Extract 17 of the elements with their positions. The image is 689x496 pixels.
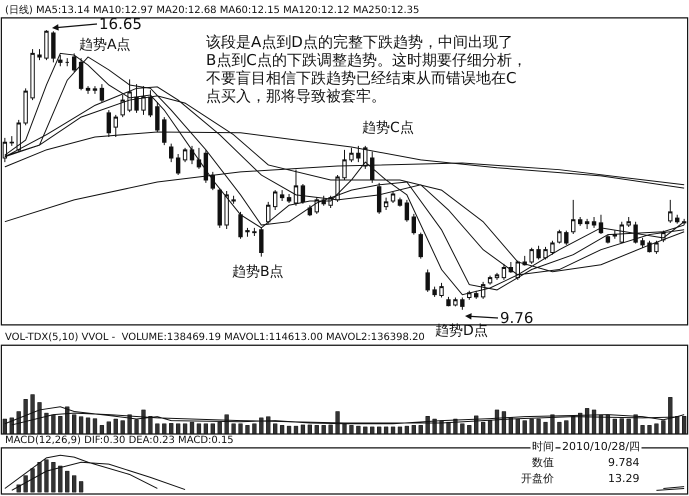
annotation: 不要盲目相信下跌趋势已经结束从而错误地在C	[206, 69, 516, 87]
annotation: 9.784	[608, 456, 640, 469]
annotation: 13.29	[608, 472, 640, 485]
annotation: 趋势B点	[232, 264, 284, 280]
annotation: 开盘价	[521, 472, 554, 485]
annotation: 趋势C点	[362, 120, 414, 136]
annotation: 趋势A点	[79, 37, 131, 53]
chart-title: (日线) MA5:13.14 MA10:12.97 MA20:12.68 MA60:12.15 MA120:12.12 MA250:12.35	[5, 4, 420, 16]
annotation: B点到C点的下跌调整趋势。这时期要仔细分析，	[206, 51, 527, 69]
annotation: 点买入，那将导致被套牢。	[206, 87, 386, 105]
chart-title: VOL-TDX(5,10) VVOL - VOLUME:138469.19 MAVOL1:114613.00 MAVOL2:136398.20	[5, 332, 425, 343]
text: 时间	[532, 440, 554, 453]
text: 2010/10/28/四	[562, 440, 640, 453]
chart-title: MACD(12,26,9) DIF:0.30 DEA:0.23 MACD:0.15	[5, 435, 234, 446]
annotation: 该段是A点到D点的完整下跌趋势，中间出现了	[206, 33, 513, 51]
annotation: 9.76	[500, 309, 534, 327]
annotation: 数值	[532, 456, 554, 469]
